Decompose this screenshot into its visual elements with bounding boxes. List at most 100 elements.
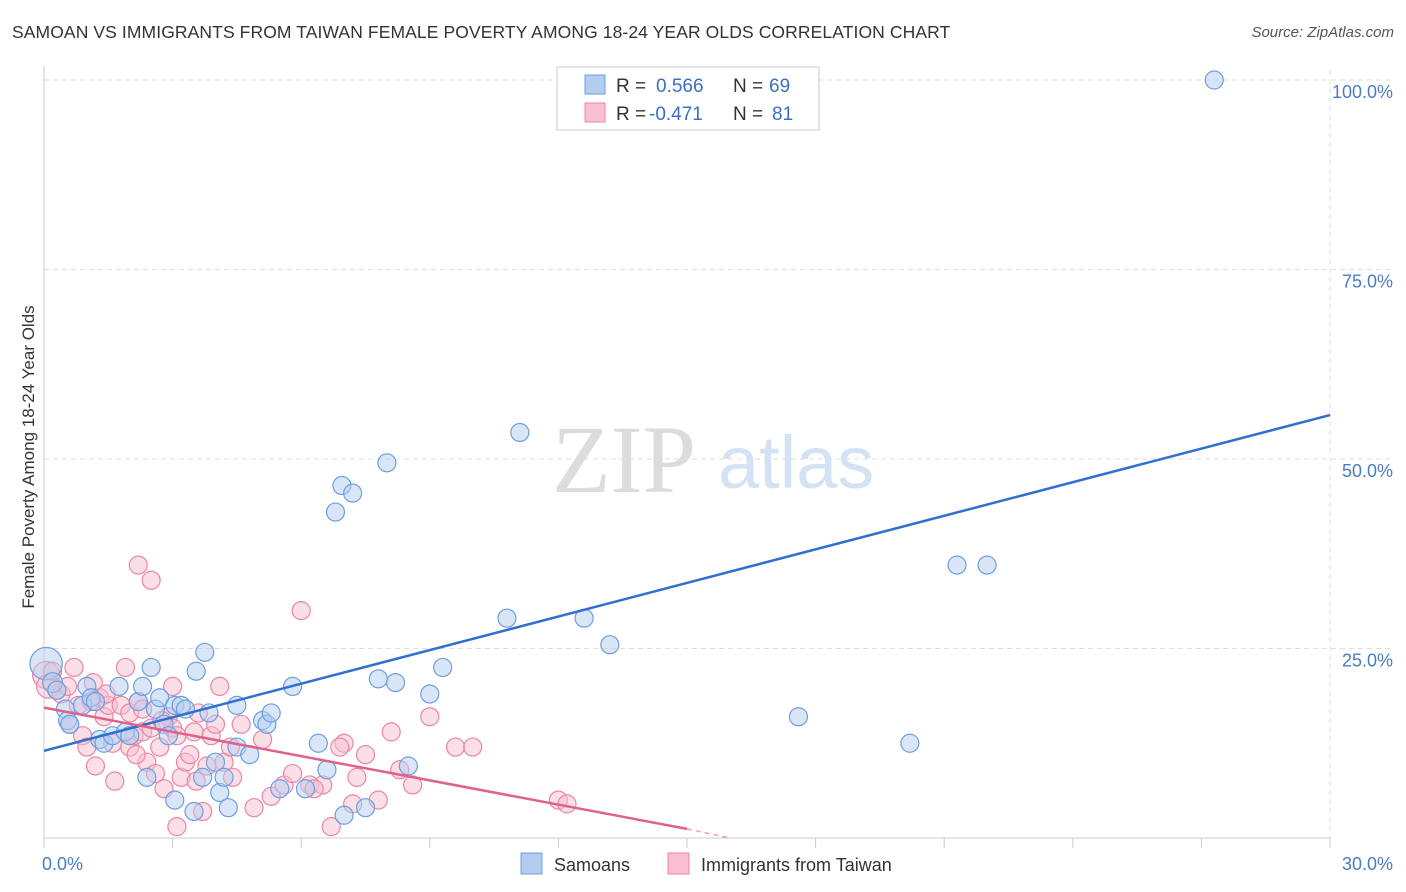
samoans-point-15	[120, 726, 140, 746]
samoans-point-55	[385, 673, 406, 693]
taiwan-point-62	[355, 745, 376, 765]
x-tick-labels: 0.0% 30.0%	[42, 854, 1393, 874]
bottom-legend-label-taiwan: Immigrants from Taiwan	[701, 855, 892, 875]
samoans-point-48	[325, 502, 346, 522]
samoans-point-42	[261, 703, 281, 723]
samoans-point-43	[270, 779, 290, 799]
grid-lines	[44, 70, 1392, 838]
samoans-point-36	[218, 798, 238, 818]
taiwan-point-47	[210, 676, 230, 697]
samoans-point-57	[420, 684, 440, 704]
samoans-point-31	[195, 642, 215, 662]
samoans-point-9	[85, 691, 106, 712]
bottom-legend-label-samoans: Samoans	[554, 855, 630, 875]
axes	[43, 66, 1331, 848]
samoans-point-54	[377, 453, 397, 473]
bottom-legend-swatch-taiwan	[667, 852, 690, 875]
y-tick-labels: 25.0% 50.0% 75.0% 100.0%	[1332, 82, 1393, 671]
samoans-point-56	[398, 756, 418, 776]
taiwan-point-12	[85, 756, 106, 776]
taiwan-point-79	[330, 737, 350, 757]
y-tick-label-2: 75.0%	[1342, 272, 1393, 292]
samoans-point-59	[497, 608, 517, 628]
taiwan-point-56	[291, 600, 311, 621]
trend-line-taiwan-extension	[686, 828, 731, 839]
samoans-point-45	[295, 779, 316, 799]
samoans-point-2	[47, 680, 67, 700]
samoans-point-51	[343, 483, 363, 503]
taiwan-point-17	[105, 771, 125, 791]
samoans-point-47	[317, 760, 337, 780]
watermark-zip: ZIP	[552, 406, 696, 513]
taiwan-point-55	[283, 763, 303, 784]
samoans-point-62	[600, 635, 620, 655]
samoans-point-52	[355, 798, 376, 818]
samoans-point-50	[334, 805, 354, 825]
legend-n-label-taiwan: N =	[733, 104, 763, 125]
legend-r-label-samoans: R =	[616, 76, 646, 97]
taiwan-point-40	[180, 745, 200, 765]
samoans-point-5	[60, 714, 80, 734]
taiwan-point-24	[128, 555, 148, 575]
y-tick-label-3: 100.0%	[1332, 82, 1393, 102]
samoans-point-46	[308, 733, 328, 753]
samoans-point-17	[132, 676, 153, 697]
samoans-point-18	[137, 767, 157, 787]
y-tick-label-0: 25.0%	[1342, 651, 1393, 671]
samoans-point-30	[193, 767, 213, 787]
samoans-point-29	[186, 661, 206, 681]
samoans-point-64	[900, 733, 920, 753]
series-legend: Samoans Immigrants from Taiwan	[520, 852, 892, 875]
bottom-legend-swatch-samoans	[520, 852, 543, 875]
taiwan-point-59	[321, 817, 341, 837]
taiwan-point-69	[463, 737, 483, 757]
samoans-point-58	[433, 657, 453, 678]
taiwan-point-64	[381, 722, 401, 742]
legend-r-value-taiwan: -0.471	[649, 104, 703, 125]
samoans-point-66	[977, 555, 997, 575]
samoans-point-35	[214, 767, 234, 787]
taiwan-point-34	[163, 676, 183, 697]
samoans-point-28	[184, 801, 204, 822]
samoans-point-67	[1204, 70, 1224, 90]
legend-n-value-samoans: 69	[769, 76, 790, 97]
source-credit: Source: ZipAtlas.com	[1251, 24, 1394, 41]
taiwan-point-37	[167, 817, 187, 837]
samoans-point-60	[510, 422, 530, 443]
chart-title: SAMOAN VS IMMIGRANTS FROM TAIWAN FEMALE …	[12, 22, 951, 42]
y-axis-label: Female Poverty Among 18-24 Year Olds	[19, 305, 38, 608]
x-tick-label-1: 30.0%	[1342, 854, 1393, 874]
samoans-point-53	[368, 669, 388, 689]
samoans-point-63	[788, 707, 809, 727]
trend-lines	[43, 413, 1331, 839]
x-tick-label-0: 0.0%	[42, 854, 83, 874]
taiwan-point-51	[244, 798, 264, 818]
trend-line-taiwan	[43, 706, 688, 831]
watermark: ZIP atlas	[552, 406, 874, 513]
samoans-point-33	[205, 752, 226, 772]
samoans-point-13	[109, 676, 129, 697]
legend-swatch-taiwan	[584, 102, 606, 123]
taiwan-point-50	[231, 714, 251, 734]
taiwan-point-28	[141, 570, 161, 590]
trend-line-samoans	[43, 413, 1331, 753]
samoans-point-65	[947, 555, 967, 575]
y-tick-label-1: 50.0%	[1342, 461, 1393, 481]
taiwan-point-19	[115, 657, 136, 678]
legend-swatch-samoans	[584, 74, 606, 95]
samoans-point-21	[150, 688, 170, 708]
stats-legend: R = 0.566 N = 69 R = -0.471 N = 81	[556, 66, 820, 131]
samoans-point-19	[141, 657, 161, 678]
legend-n-label-samoans: N =	[733, 76, 763, 97]
taiwan-point-80	[347, 767, 367, 787]
legend-r-value-samoans: 0.566	[656, 76, 704, 97]
legend-n-value-taiwan: 81	[772, 104, 793, 125]
legend-r-label-taiwan: R =	[616, 104, 646, 125]
samoans-point-25	[165, 790, 185, 810]
taiwan-point-74	[126, 745, 146, 765]
watermark-atlas: atlas	[718, 421, 874, 504]
taiwan-point-7	[64, 657, 84, 678]
taiwan-point-68	[445, 737, 466, 757]
taiwan-point-67	[420, 707, 440, 727]
